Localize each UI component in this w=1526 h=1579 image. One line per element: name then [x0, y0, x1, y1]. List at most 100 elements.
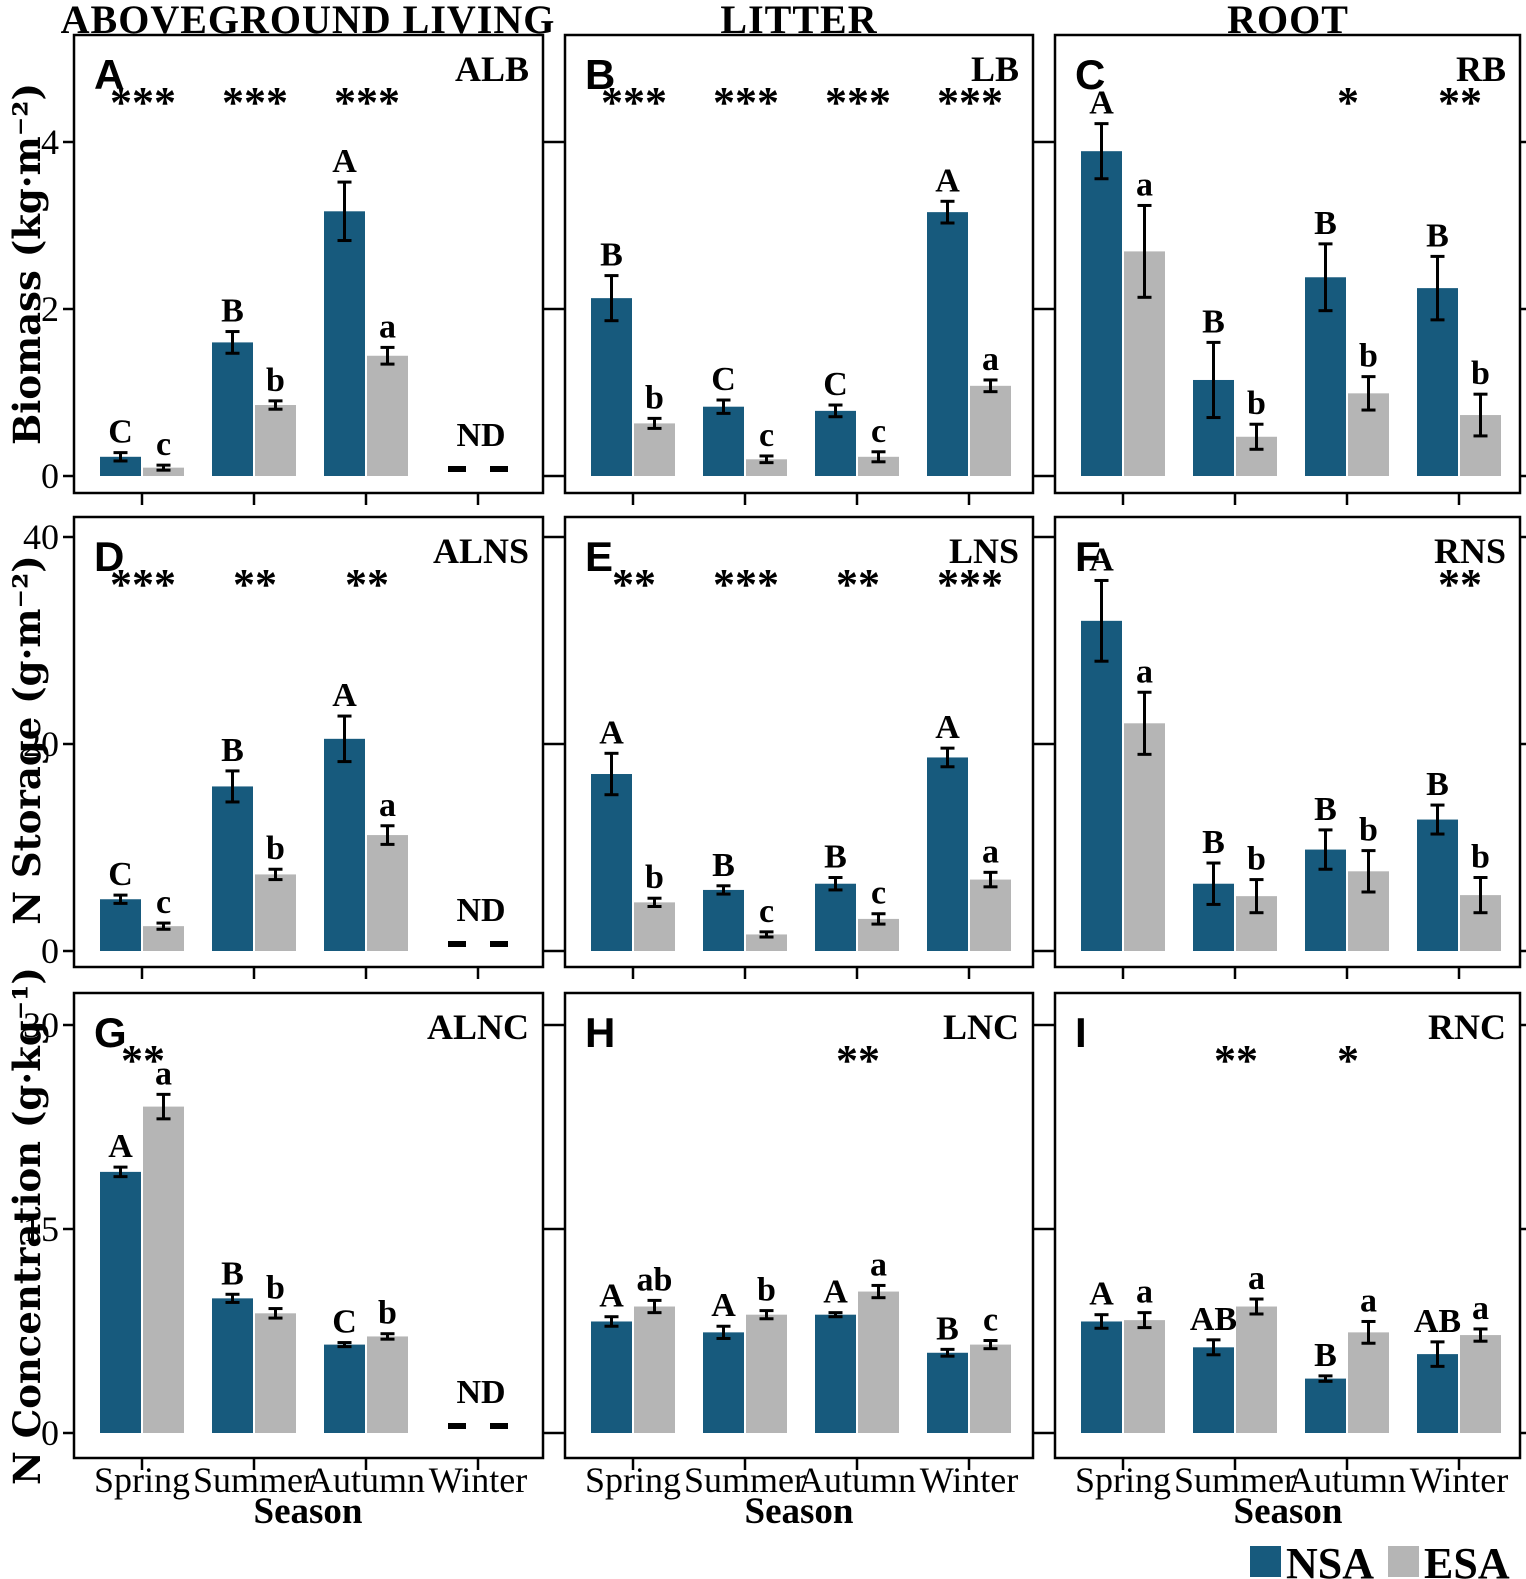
column-title-litter: LITTER — [720, 0, 878, 42]
bar-nsa-spring — [100, 1171, 141, 1433]
bar-esa-autumn — [367, 355, 408, 476]
y-axis-label-biomass: Biomass (kg·m⁻²) — [5, 83, 49, 445]
sig-letter: A — [935, 162, 960, 199]
sig-stars: ** — [345, 560, 389, 609]
legend-label-esa: ESA — [1424, 1539, 1510, 1579]
sig-letter: B — [1314, 791, 1337, 828]
panel-border — [563, 515, 1035, 969]
sig-letter: c — [759, 893, 774, 930]
panel-tag: RB — [1456, 49, 1506, 89]
sig-letter: A — [1089, 1276, 1114, 1313]
panel-border — [1053, 991, 1522, 1460]
bar-nsa-autumn — [815, 410, 856, 476]
sig-stars: *** — [713, 78, 779, 127]
nd-dash — [490, 941, 508, 947]
legend-swatch-esa — [1388, 1546, 1419, 1577]
bar-nsa-autumn — [324, 1344, 365, 1433]
x-tick-label: Autumn — [798, 1460, 916, 1500]
bar-esa-winter — [970, 879, 1011, 951]
sig-letter: A — [711, 1287, 736, 1324]
panel-letter: E — [585, 533, 613, 580]
sig-stars: ** — [1438, 78, 1482, 127]
panel-tag: LNC — [943, 1007, 1019, 1047]
sig-letter: A — [108, 1128, 133, 1165]
sig-stars: *** — [222, 78, 288, 127]
bar-nsa-spring — [591, 298, 632, 476]
bar-nsa-autumn — [324, 211, 365, 476]
sig-letter: A — [332, 143, 357, 180]
sig-letter: b — [645, 379, 664, 416]
panel-border — [72, 515, 545, 969]
bar-nsa-summer — [212, 342, 253, 476]
bar-nsa-winter — [927, 212, 968, 476]
sig-letter: C — [711, 361, 736, 398]
x-tick-label: Spring — [1075, 1460, 1171, 1500]
sig-letter: B — [221, 1255, 244, 1292]
y-axis-label-n-storage: N Storage (g·m⁻²) — [5, 555, 49, 925]
panel-tag: ALNC — [427, 1007, 529, 1047]
nd-label: ND — [456, 892, 505, 929]
sig-letter: A — [1089, 85, 1114, 122]
sig-letter: c — [156, 426, 171, 463]
bar-esa-summer — [255, 405, 296, 476]
sig-letter: c — [983, 1302, 998, 1339]
sig-letter: A — [599, 714, 624, 751]
nd-label: ND — [456, 417, 505, 454]
bar-esa-spring — [1124, 723, 1165, 951]
x-tick-label: Spring — [94, 1460, 190, 1500]
sig-letter: C — [823, 366, 848, 403]
sig-letter: B — [221, 293, 244, 330]
sig-letter: A — [935, 709, 960, 746]
bar-nsa-summer — [703, 889, 744, 951]
sig-stars: *** — [110, 560, 176, 609]
panel-border — [72, 991, 545, 1460]
sig-stars: *** — [825, 78, 891, 127]
sig-letter: b — [757, 1272, 776, 1309]
x-tick-label: Summer — [193, 1460, 315, 1500]
bar-esa-summer — [746, 459, 787, 476]
y-tick-label: 20 — [23, 724, 59, 764]
sig-letter: c — [871, 413, 886, 450]
panel-tag: LB — [971, 49, 1019, 89]
sig-letter: C — [108, 856, 133, 893]
sig-stars: *** — [713, 560, 779, 609]
nd-dash — [490, 466, 508, 472]
sig-stars: ** — [1214, 1036, 1258, 1085]
bar-esa-autumn — [858, 456, 899, 476]
sig-letter: A — [1089, 541, 1114, 578]
nd-dash — [448, 941, 466, 947]
sig-letter: b — [1247, 841, 1266, 878]
x-tick-label: Winter — [1410, 1460, 1509, 1500]
legend-label-nsa: NSA — [1286, 1539, 1375, 1579]
sig-letter: a — [379, 787, 396, 824]
column-title-root: ROOT — [1227, 0, 1349, 42]
bar-nsa-spring — [1081, 1321, 1122, 1433]
x-tick-label: Autumn — [307, 1460, 425, 1500]
panel-C: Aa Bb Bb * Bb ** C RB — [1044, 33, 1526, 505]
panel-letter: I — [1075, 1009, 1087, 1056]
sig-stars: * — [1337, 1036, 1359, 1085]
panel-border — [563, 991, 1035, 1460]
bar-nsa-summer — [212, 1298, 253, 1433]
bar-esa-winter — [1460, 1335, 1501, 1433]
sig-stars: ** — [1438, 560, 1482, 609]
sig-letter: C — [108, 414, 133, 451]
bar-nsa-winter — [927, 757, 968, 951]
y-tick-label: 0 — [41, 456, 59, 496]
sig-letter: B — [712, 847, 735, 884]
sig-stars: ** — [836, 560, 880, 609]
panel-letter: C — [1075, 51, 1105, 98]
sig-letter: B — [1314, 205, 1337, 242]
y-tick-label: 30 — [23, 1005, 59, 1045]
sig-letter: a — [155, 1055, 172, 1092]
panel-letter: F — [1075, 533, 1101, 580]
sig-letter: A — [599, 1278, 624, 1315]
sig-letter: b — [378, 1295, 397, 1332]
bar-esa-summer — [746, 1314, 787, 1433]
x-tick-label: Winter — [429, 1460, 528, 1500]
bar-nsa-spring — [591, 774, 632, 951]
panel-tag: RNS — [1434, 531, 1506, 571]
bar-esa-autumn — [367, 835, 408, 951]
